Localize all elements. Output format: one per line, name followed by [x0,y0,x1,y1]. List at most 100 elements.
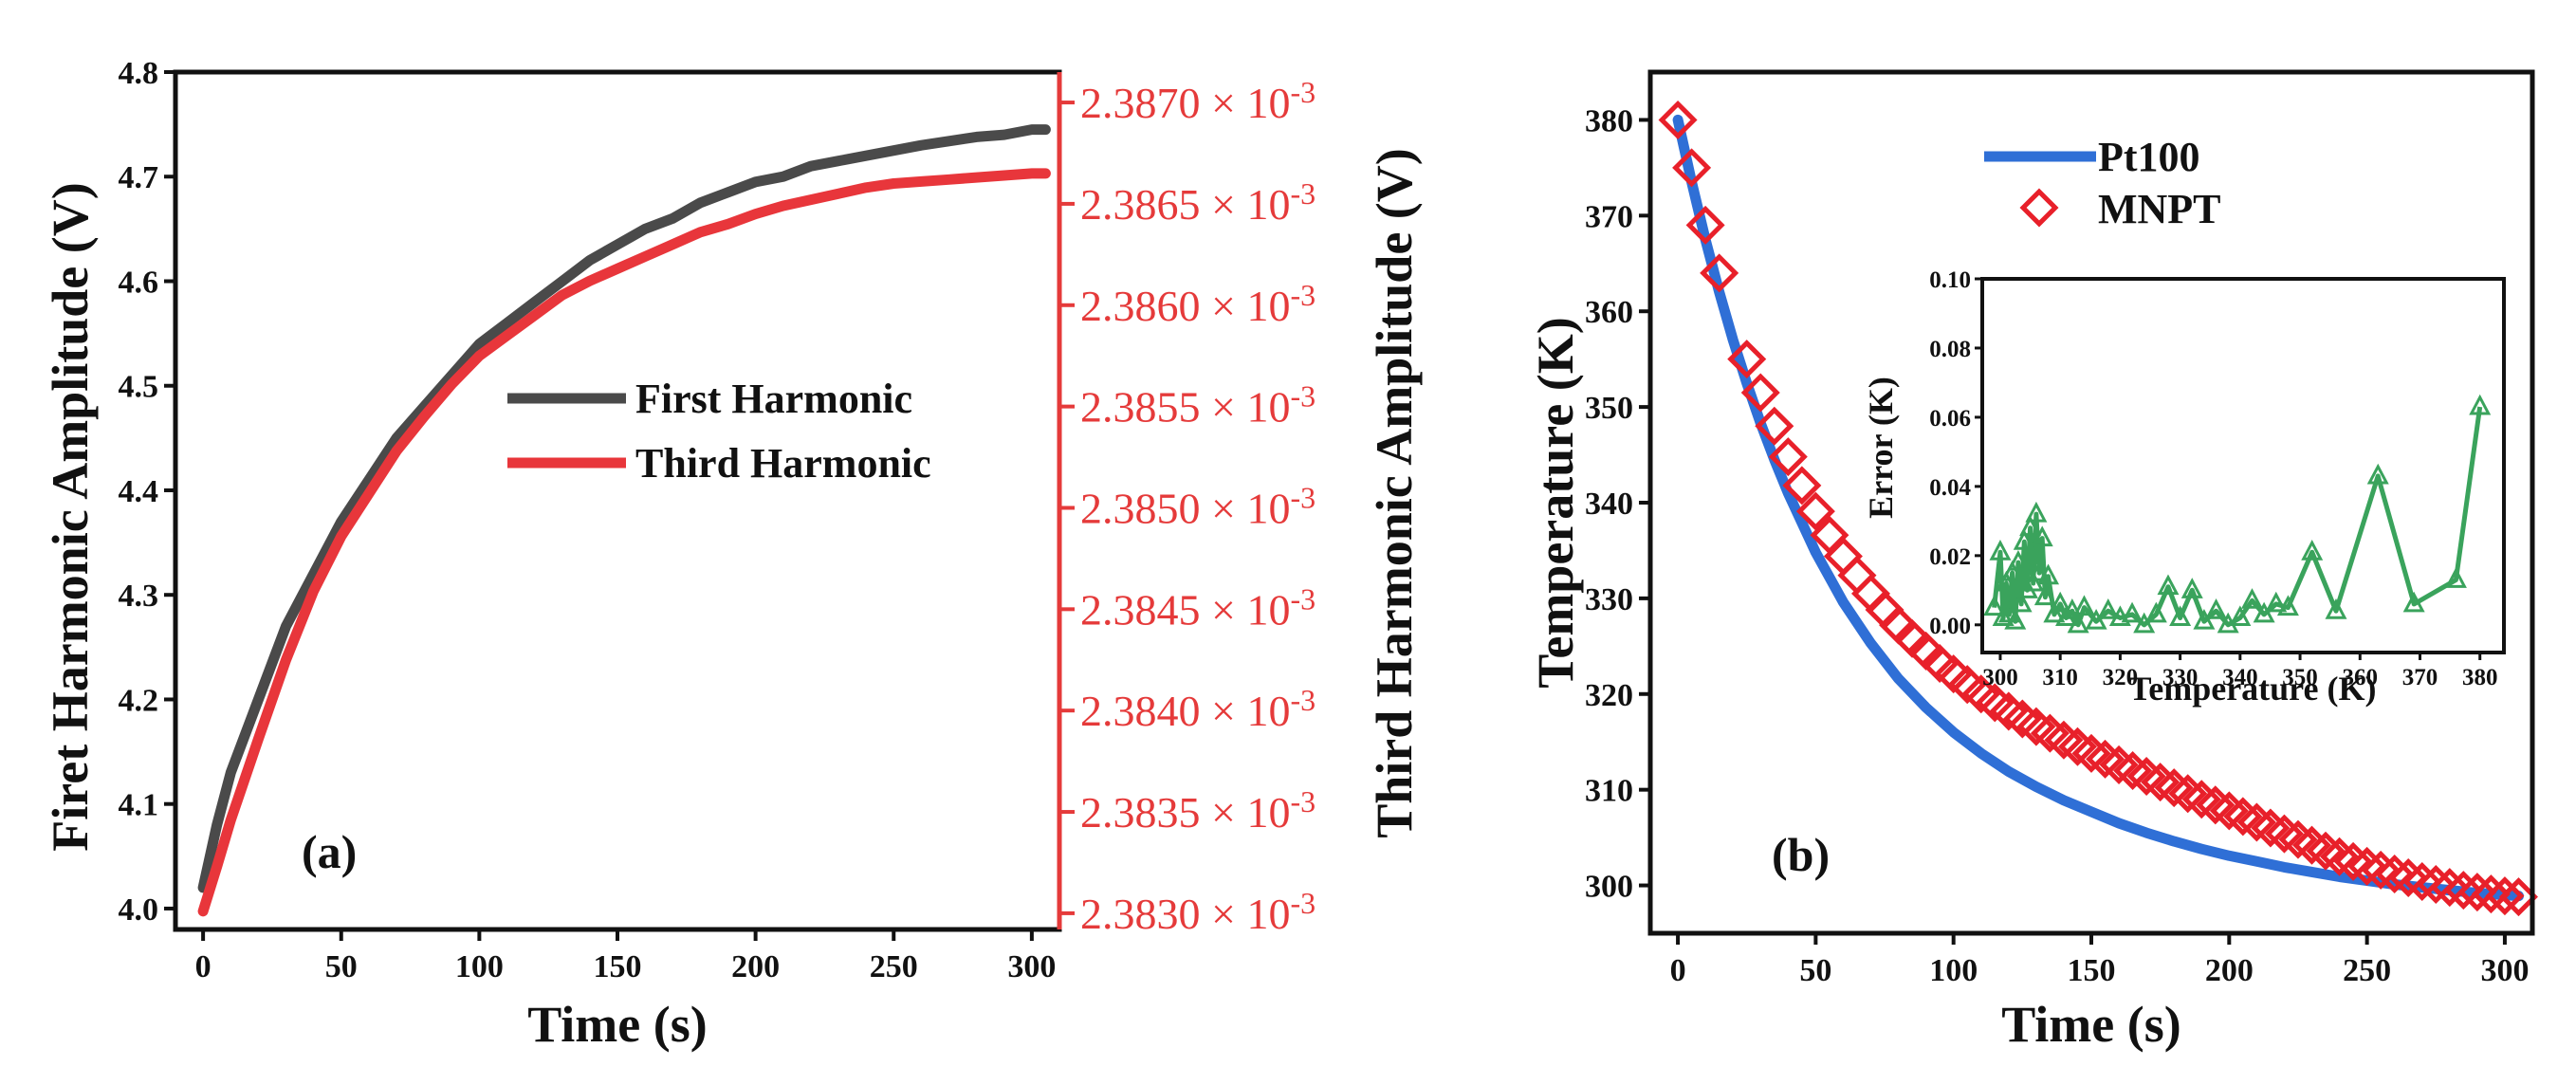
mnpt-marker [1727,340,1767,379]
mnpt-marker [1892,618,1932,658]
y-tick-label: 4.2 [119,683,159,718]
mnpt-marker [2126,757,2166,797]
panel-b-x-axis-label: Time (s) [2001,996,2180,1053]
inset-triangle-marker [2010,591,2033,613]
mnpt-marker [1934,654,1974,694]
mnpt-marker [1947,665,1987,705]
y-tick-label: 320 [1585,678,1633,713]
panel-b-y-axis-label: Temperature (K) [1527,317,1584,688]
y-tick-label: 340 [1585,487,1633,522]
inset-triangle-marker [1989,539,2012,561]
inset-x-tick-label: 380 [2462,665,2498,690]
y-tick-label: 4.1 [119,788,159,823]
mnpt-marker [2044,720,2084,760]
mnpt-marker [2223,797,2263,837]
y-tick-label: 370 [1585,199,1633,234]
inset-x-tick-label: 320 [2103,665,2139,690]
y2-tick-exponent: -3 [1290,379,1316,414]
mnpt-marker [1768,437,1808,477]
legend-label-third-harmonic: Third Harmonic [635,440,931,487]
mnpt-marker [2236,802,2276,842]
x-tick-label: 150 [2068,953,2116,988]
x-tick-label: 250 [2343,953,2391,988]
inset-x-tick-label: 360 [2343,665,2379,690]
inset-triangle-marker [2265,591,2288,613]
inset-triangle-marker [2133,612,2156,634]
inset-triangle-marker [2097,598,2120,619]
inset-triangle-marker [2366,463,2389,485]
inset-triangle-marker [2229,605,2252,627]
y-tick-label: 300 [1585,870,1633,905]
mnpt-marker [1975,683,2015,723]
y2-tick-label: 2.3860 × 10-3 [1080,278,1316,330]
y2-tick-label: 2.3870 × 10-3 [1080,75,1316,127]
panel-a-x-ticks: 0 50 100 150 200 250 300 [195,929,1056,984]
inset-triangle-marker [2028,560,2051,581]
y-tick-label: 380 [1585,103,1633,138]
panel-b-inset: 300 310 320 330 340 350 360 370 380 0.00 0.02 0.04… [1862,267,2506,708]
x-tick-label: 100 [1929,953,1978,988]
panel-b-y-ticks: 300 310 320 330 340 350 360 370 380 [1585,103,1650,905]
inset-triangle-marker [2049,591,2071,613]
inset-triangle-marker [2157,574,2180,596]
mnpt-marker [2291,825,2332,865]
inset-x-tick-label: 350 [2282,665,2318,690]
series-line-third-harmonic [197,168,1051,917]
y-tick-label: 350 [1585,391,1633,426]
x-tick-label: 50 [1799,953,1831,988]
mnpt-marker [2099,745,2139,784]
inset-triangle-marker [1992,605,2015,627]
y-tick-label: 4.0 [119,892,159,928]
mnpt-marker [1989,691,2029,731]
inset-triangle-marker [2193,608,2216,630]
inset-triangle-marker [2205,598,2228,619]
inset-triangle-marker [1995,570,2017,592]
inset-x-tick-label: 310 [2042,665,2078,690]
mnpt-marker [1672,148,1712,188]
mnpt-marker [2141,763,2180,802]
inset-y-tick-label: 0.06 [1929,406,1971,432]
inset-background [1982,279,2504,653]
inset-y-tick-label: 0.02 [1929,544,1971,570]
y2-tick-exponent: -3 [1290,886,1316,920]
y2-tick-label: 2.3845 × 10-3 [1080,581,1316,634]
y2-tick-exponent: -3 [1290,784,1316,818]
inset-x-axis-label: Temperature (K) [2129,670,2377,708]
y-tick-label: 310 [1585,774,1633,809]
legend-label-first-harmonic: First Harmonic [635,376,912,422]
panel-a-label: (a) [302,825,357,878]
inset-x-tick-label: 370 [2402,665,2438,690]
mnpt-marker [2209,791,2249,831]
inset-triangle-marker [2013,529,2035,550]
mnpt-marker [2196,785,2236,825]
inset-triangle-marker [2043,601,2066,623]
mnpt-marker [2016,707,2056,746]
y-tick-label: 4.8 [119,56,159,91]
mnpt-marker [2154,768,2194,808]
y2-tick-label: 2.3855 × 10-3 [1080,379,1316,432]
inset-triangle-marker [2402,591,2425,613]
inset-triangle-marker [2037,563,2060,585]
mnpt-marker [2002,699,2042,739]
mnpt-marker [2113,750,2153,790]
mnpt-marker [1906,631,1946,671]
inset-triangle-marker [2180,578,2203,598]
inset-curves [1983,394,2492,634]
panel-a-y2-ticks: 2.3830 × 10-3 2.3835 × 10-3 2.3840 × 10-3 2… [1059,75,1316,938]
mnpt-marker [2306,831,2346,871]
x-tick-label: 0 [1670,953,1686,988]
x-tick-label: 300 [1007,949,1056,984]
panel-a-legend: First Harmonic Third Harmonic [507,376,931,487]
y2-tick-exponent: -3 [1290,683,1316,717]
mnpt-marker [2278,819,2318,859]
inset-x-ticks: 300 310 320 330 340 350 360 370 380 [1982,653,2497,690]
mnpt-marker [2264,814,2304,854]
inset-triangle-marker [2001,560,2024,581]
inset-triangle-marker [2253,601,2275,623]
inset-plot-frame [1980,277,2506,654]
inset-triangle-marker [2301,539,2324,561]
inset-triangle-marker [2025,501,2048,523]
inset-triangle-marker [2004,608,2027,630]
panel-a-curves [197,124,1051,917]
